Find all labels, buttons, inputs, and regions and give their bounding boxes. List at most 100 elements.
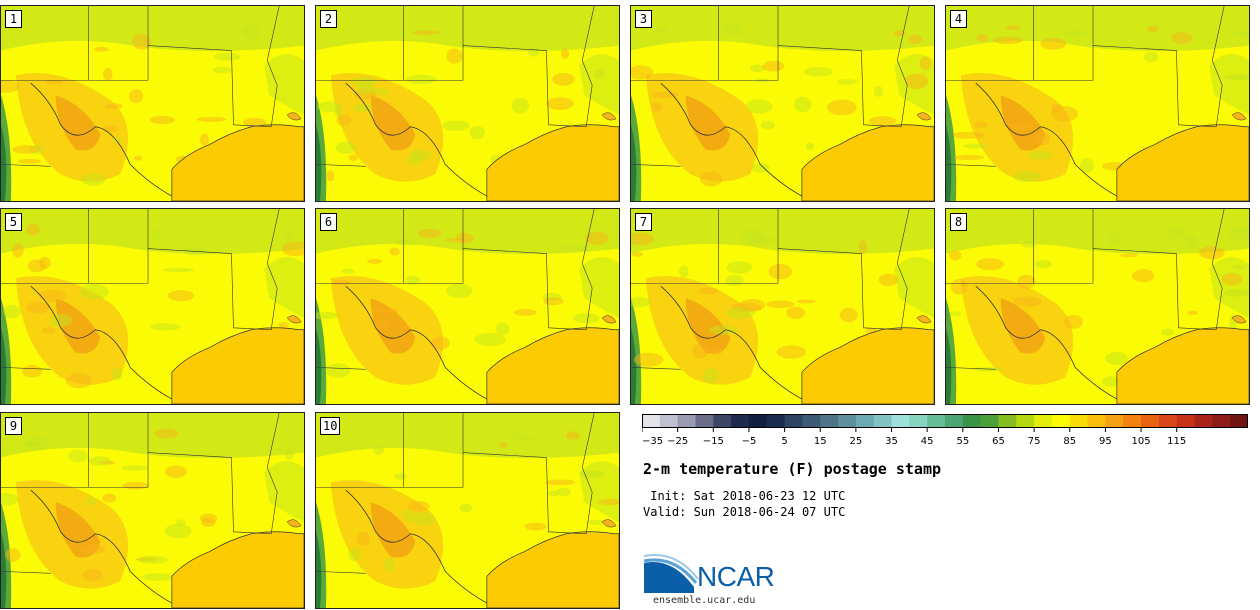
colorbar-swatch bbox=[1051, 414, 1071, 428]
colorbar-tick-label: 35 bbox=[885, 436, 898, 447]
temperature-patch bbox=[406, 154, 423, 165]
temperature-patch bbox=[316, 311, 339, 320]
hot-region bbox=[1000, 298, 1046, 354]
temperature-patch bbox=[367, 258, 382, 264]
temperature-patch bbox=[904, 73, 929, 90]
temperature-patch bbox=[200, 517, 216, 528]
temperature-patch bbox=[213, 52, 241, 61]
temperature-patch bbox=[1021, 240, 1037, 248]
colorbar-swatch bbox=[1105, 414, 1124, 428]
member-label: 10 bbox=[320, 417, 341, 435]
colorbar-swatch bbox=[873, 414, 893, 428]
colorbar-tick-label: 15 bbox=[814, 436, 827, 447]
temperature-patch bbox=[1223, 74, 1249, 81]
temperature-patch bbox=[1226, 226, 1249, 241]
state-borders bbox=[946, 209, 1094, 370]
temperature-patch bbox=[868, 116, 897, 126]
northern-cool-region bbox=[1, 6, 304, 52]
northern-cool-region bbox=[1, 413, 304, 459]
hot-region bbox=[370, 502, 416, 558]
member-label: 1 bbox=[5, 10, 22, 28]
temperature-patch bbox=[827, 99, 857, 116]
colorbar-tick-label: −15 bbox=[703, 436, 724, 447]
colorbar-swatch bbox=[855, 414, 875, 428]
state-borders bbox=[88, 413, 280, 535]
colorbar-swatch bbox=[962, 414, 982, 428]
temperature-patch bbox=[919, 56, 932, 71]
member-label: 8 bbox=[950, 213, 967, 231]
temperature-patch bbox=[1143, 51, 1159, 63]
temperature-patch bbox=[442, 120, 470, 132]
gulf-of-mexico bbox=[801, 124, 934, 201]
temperature-patch bbox=[556, 488, 571, 497]
member-label: 4 bbox=[950, 10, 967, 28]
temperature-patch bbox=[952, 131, 985, 139]
temperature-map bbox=[316, 209, 619, 404]
temperature-patch bbox=[1063, 314, 1083, 329]
temperature-patch bbox=[543, 297, 564, 306]
temperature-patch bbox=[976, 258, 1005, 271]
temperature-patch bbox=[749, 64, 766, 73]
hot-region bbox=[370, 95, 416, 151]
colorbar-tick-label: −5 bbox=[742, 436, 757, 447]
temperature-patch bbox=[167, 290, 195, 302]
temperature-patch bbox=[164, 523, 192, 539]
gulf-of-mexico bbox=[171, 327, 304, 404]
temperature-patch bbox=[212, 66, 233, 74]
temperature-patch bbox=[241, 24, 260, 39]
temperature-patch bbox=[394, 239, 416, 246]
init-time: Init: Sat 2018-06-23 12 UTC bbox=[643, 489, 846, 503]
temperature-patch bbox=[335, 141, 357, 154]
temperature-patch bbox=[469, 125, 486, 140]
member-label: 6 bbox=[320, 213, 337, 231]
temperature-patch bbox=[993, 36, 1023, 45]
temperature-patch bbox=[1107, 232, 1121, 247]
hot-region bbox=[685, 298, 731, 354]
northern-cool-region bbox=[316, 6, 619, 52]
member-label: 5 bbox=[5, 213, 22, 231]
temperature-patch bbox=[431, 336, 450, 350]
temperature-patch bbox=[1013, 170, 1042, 182]
panel-member-1: 1 bbox=[0, 5, 305, 202]
state-borders bbox=[88, 6, 280, 128]
temperature-patch bbox=[102, 493, 117, 503]
temperature-map bbox=[316, 6, 619, 201]
temperature-patch bbox=[749, 237, 780, 243]
temperature-patch bbox=[745, 99, 773, 114]
colorbar-swatch bbox=[1176, 414, 1196, 428]
colorbar-swatch bbox=[1194, 414, 1213, 428]
temperature-patch bbox=[412, 30, 440, 35]
western-high-terrain bbox=[1, 327, 7, 404]
temperature-patch bbox=[908, 34, 923, 44]
temperature-patch bbox=[371, 308, 399, 314]
temperature-patch bbox=[200, 133, 209, 146]
temperature-patch bbox=[417, 228, 442, 238]
colorbar-swatch bbox=[695, 414, 714, 428]
temperature-patch bbox=[165, 465, 187, 479]
temperature-patch bbox=[692, 343, 709, 359]
temperature-patch bbox=[68, 449, 89, 463]
colorbar-swatch bbox=[909, 414, 928, 428]
temperature-patch bbox=[3, 304, 21, 319]
temperature-patch bbox=[348, 154, 358, 162]
temperature-patch bbox=[356, 82, 375, 95]
temperature-patch bbox=[46, 79, 63, 85]
state-borders bbox=[631, 6, 779, 167]
international-border bbox=[660, 82, 803, 197]
website-url: ensemble.ucar.edu bbox=[653, 595, 756, 606]
temperature-patch bbox=[26, 223, 40, 236]
temperature-patch bbox=[352, 103, 372, 113]
colorbar-tick-label: 85 bbox=[1063, 436, 1076, 447]
gulf-of-mexico bbox=[171, 124, 304, 201]
temperature-patch bbox=[786, 306, 806, 319]
temperature-patch bbox=[839, 307, 858, 323]
colorbar-swatch bbox=[1034, 414, 1053, 428]
temperature-patch bbox=[651, 102, 662, 112]
state-borders bbox=[403, 6, 595, 128]
eastern-cool-region bbox=[264, 461, 304, 522]
state-borders bbox=[631, 209, 779, 370]
northern-cool-region bbox=[316, 413, 619, 459]
temperature-patch bbox=[278, 322, 290, 329]
western-high-terrain bbox=[316, 124, 322, 201]
temperature-patch bbox=[950, 279, 968, 295]
